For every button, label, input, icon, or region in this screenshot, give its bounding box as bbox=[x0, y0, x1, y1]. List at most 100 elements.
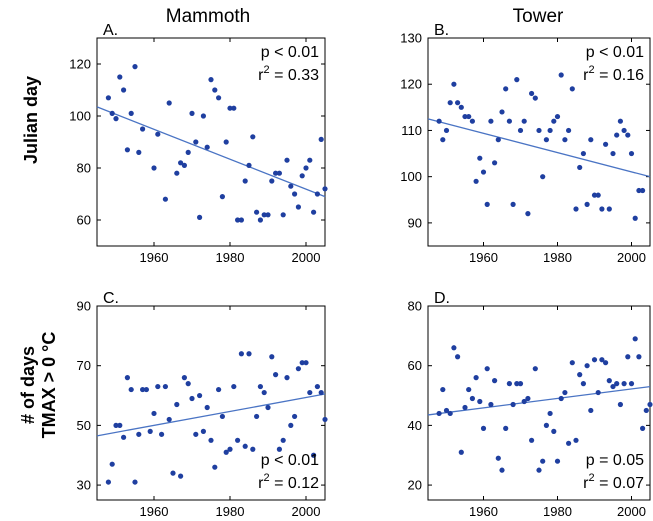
data-point bbox=[292, 413, 298, 420]
x-tick-label: 1980 bbox=[216, 250, 245, 265]
data-point bbox=[307, 157, 313, 163]
panel-d: 20 40 60 80 1960 1980 2000 D. p = 0.05 r2 = 0.07 bbox=[408, 290, 653, 519]
data-point bbox=[162, 383, 168, 390]
data-point bbox=[311, 452, 317, 458]
data-point bbox=[473, 178, 479, 184]
data-point bbox=[273, 372, 279, 378]
row-label-days-line2: TMAX > 0 °C bbox=[39, 332, 59, 439]
data-point bbox=[147, 428, 153, 434]
data-point bbox=[307, 389, 313, 396]
data-point bbox=[151, 410, 157, 417]
data-point bbox=[227, 105, 233, 111]
data-point bbox=[447, 410, 453, 417]
data-point bbox=[117, 74, 123, 80]
data-point bbox=[562, 137, 568, 143]
data-point bbox=[484, 366, 490, 372]
data-point bbox=[143, 386, 149, 393]
p-value-c: p < 0.01 bbox=[261, 452, 319, 469]
data-point bbox=[174, 170, 180, 176]
data-point bbox=[318, 389, 324, 396]
data-point bbox=[447, 100, 453, 106]
data-point bbox=[506, 381, 512, 387]
data-point bbox=[621, 127, 627, 134]
data-point bbox=[242, 178, 248, 184]
data-point bbox=[584, 201, 590, 207]
data-point bbox=[628, 381, 635, 387]
r-squared-symbol: r bbox=[583, 67, 589, 84]
data-point bbox=[591, 357, 598, 363]
x-tick-label: 1980 bbox=[216, 504, 245, 519]
data-point bbox=[480, 169, 487, 175]
data-point bbox=[517, 127, 524, 134]
x-tick-label: 2000 bbox=[617, 504, 646, 519]
data-point bbox=[303, 165, 309, 171]
data-point bbox=[569, 86, 575, 92]
r-squared-c: r2 = 0.12 bbox=[258, 472, 319, 492]
data-point bbox=[558, 395, 564, 402]
data-point bbox=[606, 378, 612, 384]
data-point bbox=[238, 217, 244, 223]
column-title-tower: Tower bbox=[513, 6, 564, 27]
data-point bbox=[455, 100, 461, 106]
p-value-a: p < 0.01 bbox=[261, 44, 319, 61]
data-point bbox=[231, 383, 237, 390]
data-point bbox=[517, 381, 524, 387]
y-tick-label: 90 bbox=[408, 215, 422, 230]
data-point bbox=[299, 360, 305, 366]
data-point bbox=[265, 404, 271, 411]
data-point bbox=[466, 113, 472, 120]
data-point bbox=[617, 118, 624, 124]
data-point bbox=[254, 413, 260, 420]
r-squared-exponent: 2 bbox=[589, 472, 595, 484]
data-point bbox=[558, 72, 564, 78]
plot-frame-b bbox=[427, 37, 651, 247]
data-point bbox=[223, 449, 229, 455]
data-point bbox=[284, 157, 290, 163]
data-point bbox=[178, 473, 184, 479]
y-tick-label: 100 bbox=[400, 169, 422, 184]
data-point bbox=[451, 81, 457, 87]
data-point bbox=[159, 431, 165, 437]
r-squared-a: r2 = 0.33 bbox=[258, 64, 319, 84]
data-point bbox=[166, 100, 172, 106]
r-squared-symbol: r bbox=[258, 475, 264, 492]
data-point bbox=[200, 428, 206, 434]
data-point bbox=[436, 410, 442, 417]
data-point bbox=[322, 186, 328, 192]
data-point bbox=[128, 386, 134, 393]
data-point bbox=[238, 351, 244, 357]
y-tick-label: 130 bbox=[400, 31, 422, 46]
data-point bbox=[288, 422, 294, 428]
data-point bbox=[185, 381, 191, 387]
data-point bbox=[121, 87, 127, 93]
data-point bbox=[109, 461, 115, 467]
data-point bbox=[580, 150, 587, 157]
panel-b: 90 100 110 120 130 1960 1980 2000 B. p < 0.01 r2 =… bbox=[400, 22, 651, 265]
data-point bbox=[189, 110, 195, 116]
data-point bbox=[510, 401, 516, 408]
data-point bbox=[599, 206, 605, 212]
data-point bbox=[246, 162, 252, 168]
panel-label-c: C. bbox=[103, 290, 119, 307]
data-point bbox=[588, 407, 594, 414]
data-point bbox=[276, 446, 282, 452]
data-point bbox=[599, 357, 605, 363]
data-point bbox=[181, 162, 187, 168]
data-point bbox=[223, 139, 229, 145]
data-point bbox=[166, 416, 172, 423]
data-point bbox=[235, 217, 241, 223]
data-point bbox=[477, 155, 483, 161]
data-point bbox=[625, 132, 631, 138]
data-point bbox=[250, 446, 256, 452]
x-tick-label: 1960 bbox=[469, 250, 498, 265]
data-point bbox=[625, 354, 631, 360]
data-point bbox=[584, 363, 590, 369]
data-point bbox=[543, 137, 550, 143]
data-point bbox=[280, 212, 286, 218]
data-point bbox=[647, 401, 653, 408]
data-point bbox=[529, 90, 535, 97]
data-point bbox=[473, 375, 479, 381]
data-point bbox=[269, 354, 275, 360]
data-point bbox=[295, 366, 301, 372]
